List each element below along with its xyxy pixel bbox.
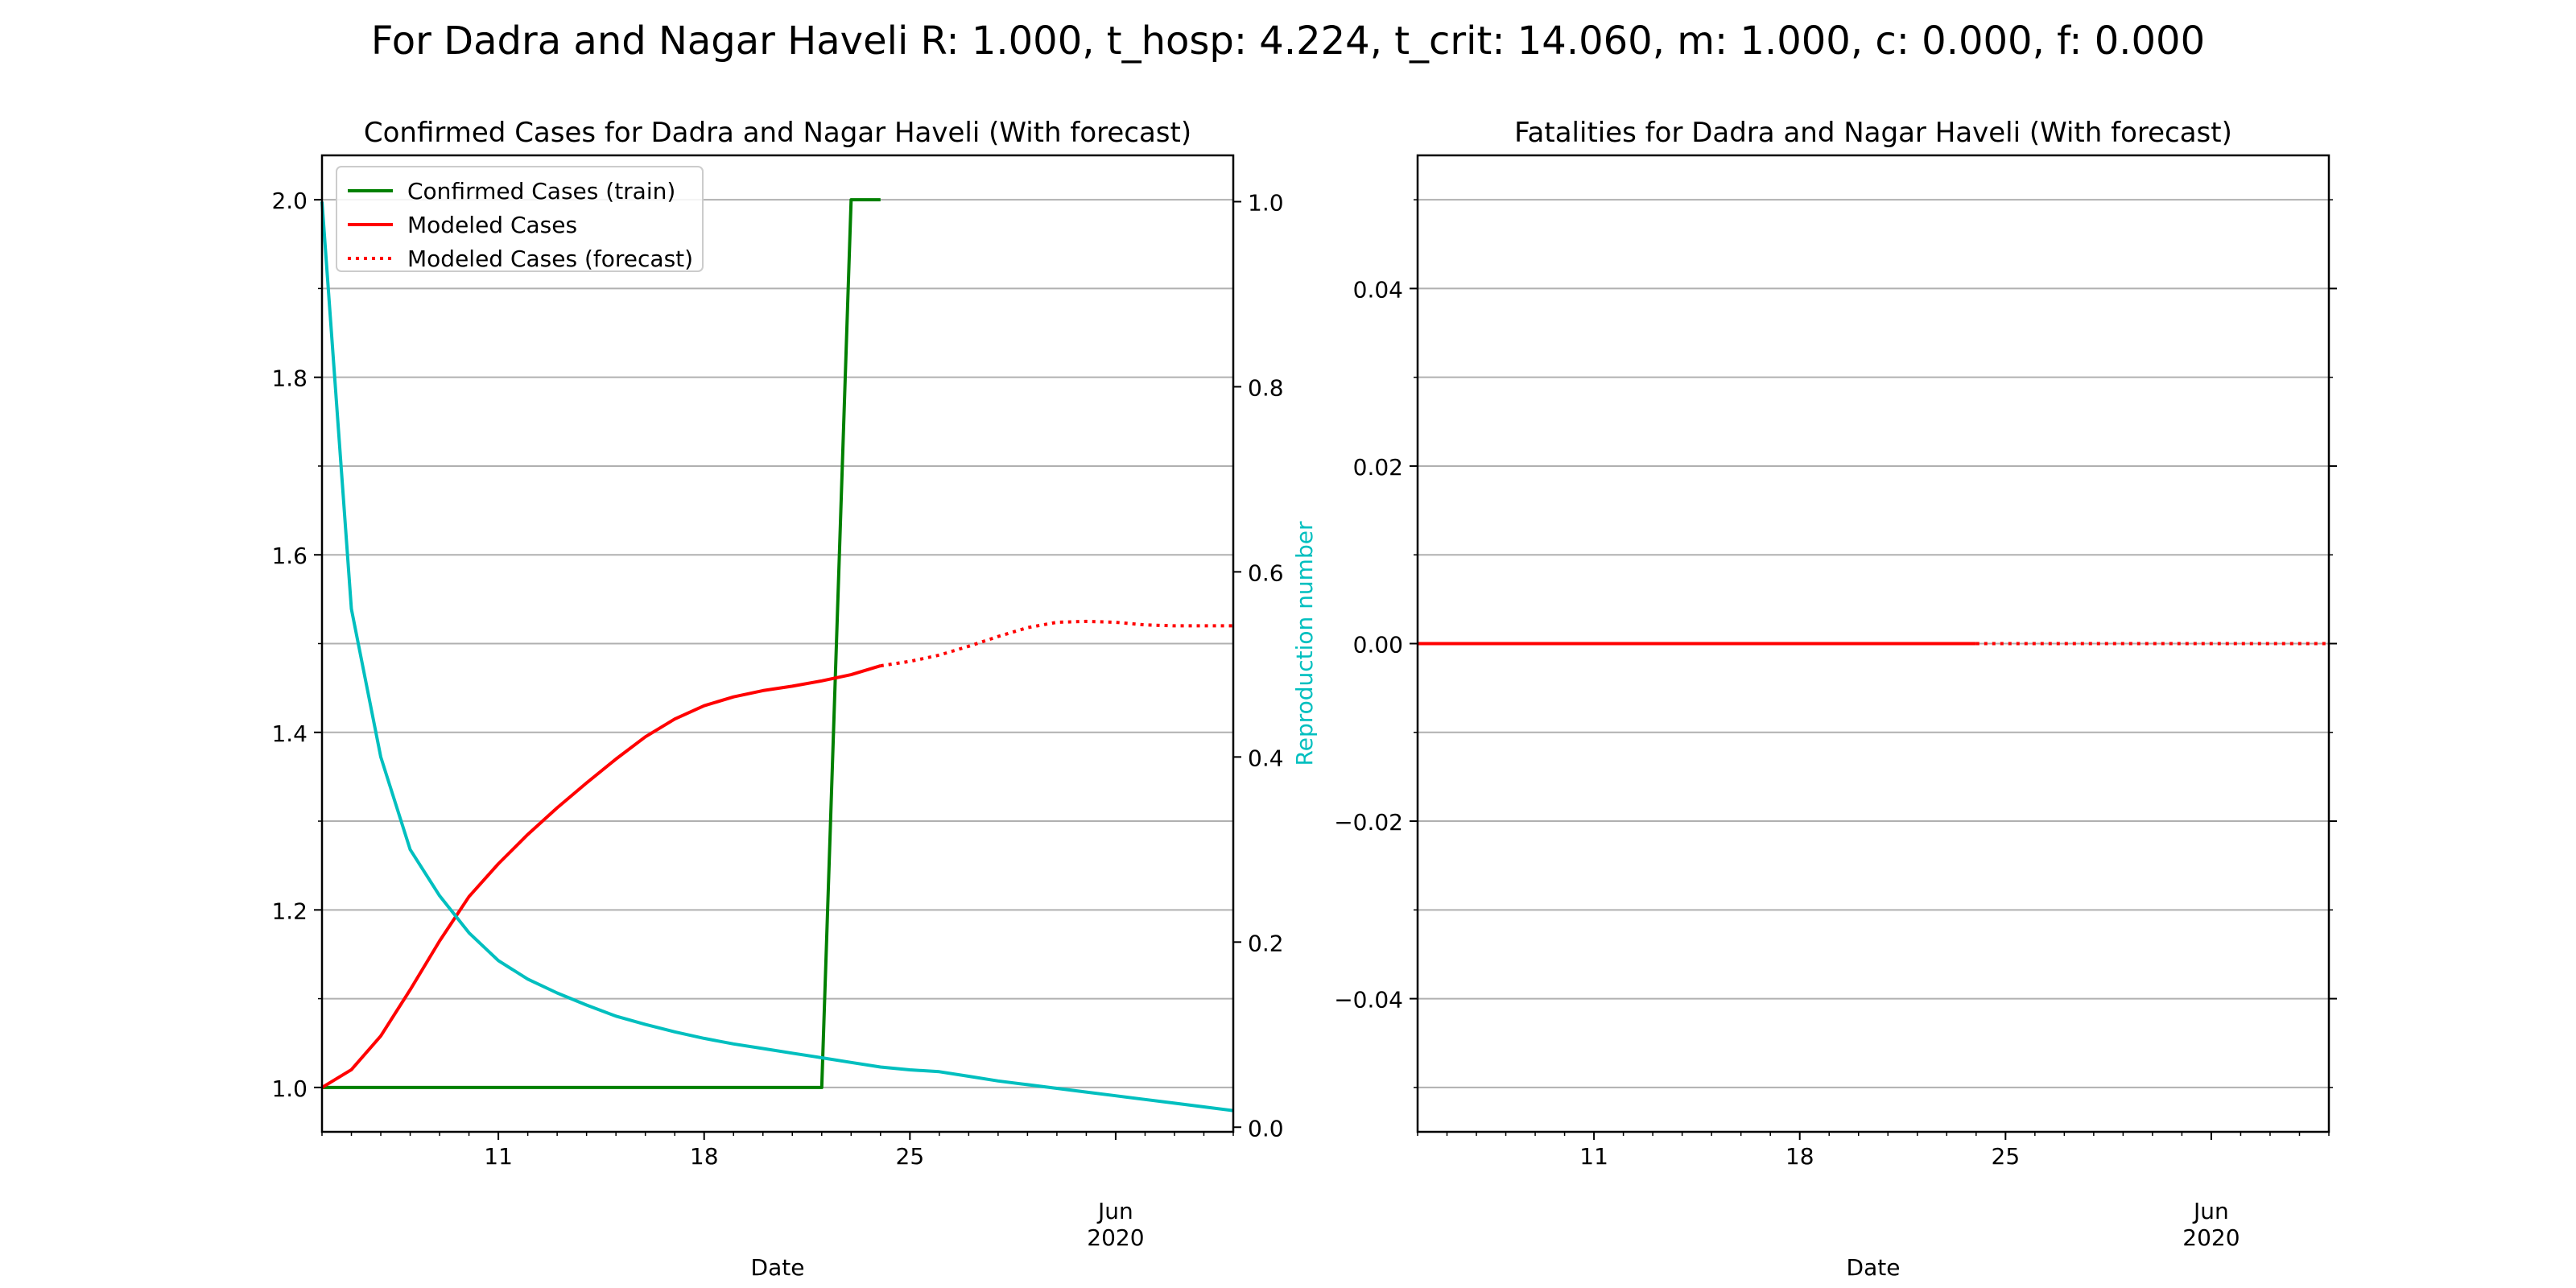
legend-label: Modeled Cases (forecast) [407, 246, 693, 272]
y-tick-label: 0.02 [1353, 454, 1403, 481]
x-tick-label: 18 [690, 1143, 719, 1170]
y-tick-label: 1.2 [271, 898, 308, 924]
legend-label: Modeled Cases [407, 212, 577, 238]
y2-axis-label: Reproduction number [1291, 521, 1318, 766]
chart-title: Fatalities for Dadra and Nagar Haveli (W… [1514, 117, 2232, 149]
x-tick-label: 25 [1992, 1143, 2021, 1170]
figure-suptitle: For Dadra and Nagar Haveli R: 1.000, t_h… [371, 19, 2205, 64]
y-tick-label: 1.0 [271, 1075, 308, 1102]
modeled-cases-forecast-line [880, 619, 1233, 668]
x-tick-label: 18 [1785, 1143, 1814, 1170]
y2-tick-label: 0.4 [1248, 745, 1284, 771]
y-tick-label: 2.0 [271, 188, 308, 214]
x-tick-label: Jun 2020 [1087, 1198, 1144, 1251]
x-tick-label: 11 [1579, 1143, 1608, 1170]
y-tick-label: 0.04 [1353, 276, 1403, 303]
chart-title: Confirmed Cases for Dadra and Nagar Have… [364, 117, 1191, 149]
x-tick-label: 11 [484, 1143, 513, 1170]
x-tick-label: Jun 2020 [2182, 1198, 2240, 1251]
y2-tick-label: 0.6 [1248, 559, 1284, 586]
gridlines [322, 199, 1233, 1088]
y-tick-label: 1.6 [271, 543, 308, 569]
x-axis-label: Date [1847, 1254, 1901, 1281]
y2-tick-label: 0.8 [1248, 374, 1284, 401]
series-group [320, 198, 1234, 1113]
modeled-cases-line [320, 664, 881, 1089]
x-tick-label: 25 [896, 1143, 925, 1170]
legend-box [336, 166, 704, 272]
legend: Confirmed Cases (train) Modeled Cases Mode… [336, 166, 704, 272]
y-tick-label: −0.04 [1334, 987, 1403, 1013]
plot-frame [320, 154, 1235, 1133]
fatalities-chart: Fatalities for Dadra and Nagar Haveli (W… [1334, 117, 2337, 1281]
y2-tick-label: 1.0 [1248, 189, 1284, 216]
legend-label: Confirmed Cases (train) [407, 178, 675, 204]
x-axis-label: Date [751, 1254, 805, 1281]
y-tick-label: 1.8 [271, 365, 308, 392]
y-tick-label: 1.4 [271, 720, 308, 747]
y2-tick-label: 0.2 [1248, 930, 1284, 956]
confirmed-cases-chart: Confirmed Cases for Dadra and Nagar Have… [271, 117, 1318, 1281]
plot-frame [1416, 154, 2330, 1133]
reproduction-number-line [320, 201, 1234, 1113]
y-tick-label: −0.02 [1334, 809, 1403, 836]
confirmed-cases-train-line [322, 198, 881, 1089]
y-tick-label: 0.00 [1353, 632, 1403, 658]
y2-tick-label: 0.0 [1248, 1115, 1284, 1141]
